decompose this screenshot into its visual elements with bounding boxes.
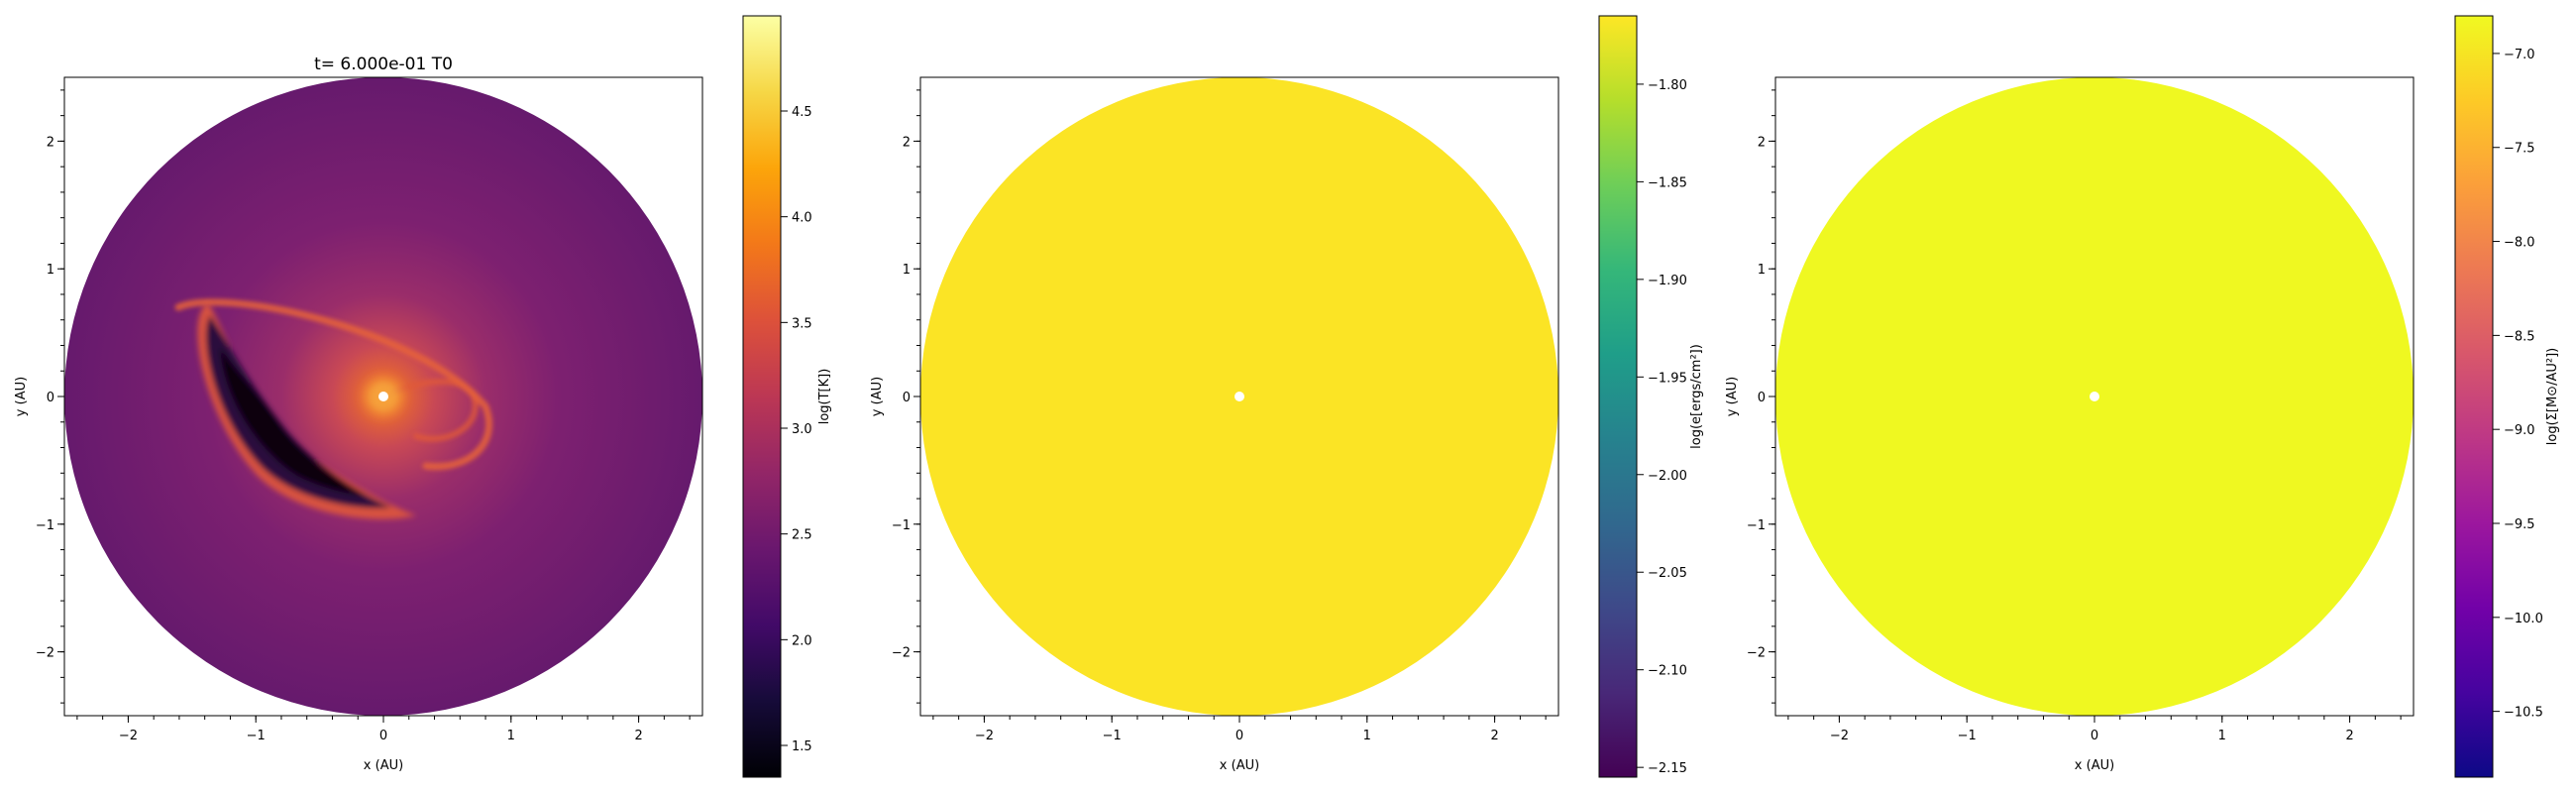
x-tick-label: −1 — [247, 729, 266, 743]
colorbar — [1598, 15, 1638, 778]
y-tick-label: 0 — [1758, 391, 1766, 405]
colorbar-tick-label: 4.5 — [792, 105, 812, 120]
x-tick-label: 1 — [2218, 729, 2226, 743]
x-axis-label: x (AU) — [364, 758, 403, 773]
colorbar-tick-label: −2.05 — [1648, 566, 1687, 581]
colorbar-tick-label: 2.5 — [792, 528, 812, 543]
x-tick-label: 2 — [1490, 729, 1498, 743]
colorbar-tick-label: −2.00 — [1648, 469, 1687, 484]
temperature-panel: t= 6.000e-01 T0 −2 −1 0 1 2 −2 −1 0 1 2 x (AU) y … — [14, 15, 832, 778]
surface-density-panel: −2 −1 0 1 2 −2 −1 0 1 2 x (AU) y (AU) −10.5 −10.0 −… — [1725, 15, 2560, 778]
colorbar-tick-label: 3.5 — [792, 316, 812, 331]
colorbar-label: log(T[K]) — [817, 369, 832, 425]
y-axis-label: y (AU) — [1725, 377, 1740, 416]
colorbar-tick-label: −1.80 — [1648, 78, 1687, 93]
colorbar-tick-label: 4.0 — [792, 211, 812, 226]
y-tick-label: 0 — [47, 391, 54, 405]
x-tick-label: 0 — [1235, 729, 1243, 743]
y-tick-label: −2 — [892, 646, 911, 661]
panel-title: t= 6.000e-01 T0 — [314, 55, 453, 74]
y-tick-label: 1 — [903, 263, 911, 278]
colorbar-tick-label: −7.5 — [2504, 142, 2535, 157]
colorbar — [2454, 15, 2494, 778]
y-tick-label: −2 — [1747, 646, 1766, 661]
colorbar — [742, 15, 782, 778]
x-tick-label: −2 — [1830, 729, 1849, 743]
colorbar-label: log(e[ergs/cm²]) — [1689, 344, 1704, 449]
colorbar-tick-label: −2.15 — [1648, 761, 1687, 776]
y-tick-label: 2 — [903, 135, 911, 150]
x-tick-label: −1 — [1103, 729, 1122, 743]
x-tick-label: −1 — [1958, 729, 1977, 743]
colorbar-tick-label: −8.5 — [2504, 329, 2535, 344]
y-tick-label: 1 — [47, 263, 54, 278]
y-tick-label: −1 — [1747, 518, 1766, 533]
y-axis-label: y (AU) — [870, 377, 885, 416]
colorbar-tick-label: 3.0 — [792, 422, 812, 437]
y-tick-label: 1 — [1758, 263, 1766, 278]
y-tick-label: 0 — [903, 391, 911, 405]
x-axis-label: x (AU) — [2075, 758, 2114, 773]
colorbar-tick-label: −10.5 — [2504, 706, 2543, 721]
central-hole — [378, 392, 388, 401]
central-hole — [2090, 392, 2099, 401]
colorbar-tick-label: −9.0 — [2504, 423, 2535, 438]
colorbar-tick-label: 2.0 — [792, 633, 812, 648]
y-tick-label: 2 — [47, 135, 54, 150]
colorbar-tick-label: −2.10 — [1648, 664, 1687, 679]
y-tick-label: −1 — [36, 518, 54, 533]
colorbar-tick-label: −1.85 — [1648, 175, 1687, 190]
colorbar-tick-label: −7.0 — [2504, 48, 2535, 62]
x-tick-label: 2 — [634, 729, 642, 743]
x-tick-label: 0 — [2091, 729, 2098, 743]
spiral-arm — [174, 298, 493, 471]
y-tick-label: −1 — [892, 518, 911, 533]
y-tick-label: 2 — [1758, 135, 1766, 150]
colorbar-label: log(Σ[M⊙/AU²]) — [2545, 348, 2560, 445]
colorbar-tick-label: −8.0 — [2504, 236, 2535, 251]
x-tick-label: −2 — [975, 729, 994, 743]
x-tick-label: 1 — [1363, 729, 1371, 743]
energy-panel: −2 −1 0 1 2 −2 −1 0 1 2 x (AU) y (AU) −2.15 −2.10 −… — [870, 15, 1704, 778]
central-hole — [1234, 392, 1244, 401]
x-tick-label: 2 — [2345, 729, 2353, 743]
colorbar-tick-label: −10.0 — [2504, 612, 2543, 626]
y-tick-label: −2 — [36, 646, 54, 661]
x-tick-label: 0 — [379, 729, 387, 743]
cold-crescent-arm — [197, 302, 416, 519]
colorbar-tick-label: −1.95 — [1648, 371, 1687, 386]
colorbar-tick-label: −9.5 — [2504, 517, 2535, 532]
colorbar-tick-label: −1.90 — [1648, 274, 1687, 288]
x-axis-label: x (AU) — [1220, 758, 1259, 773]
x-tick-label: −2 — [119, 729, 138, 743]
x-tick-label: 1 — [507, 729, 515, 743]
colorbar-tick-label: 1.5 — [792, 739, 812, 754]
y-axis-label: y (AU) — [14, 377, 29, 416]
